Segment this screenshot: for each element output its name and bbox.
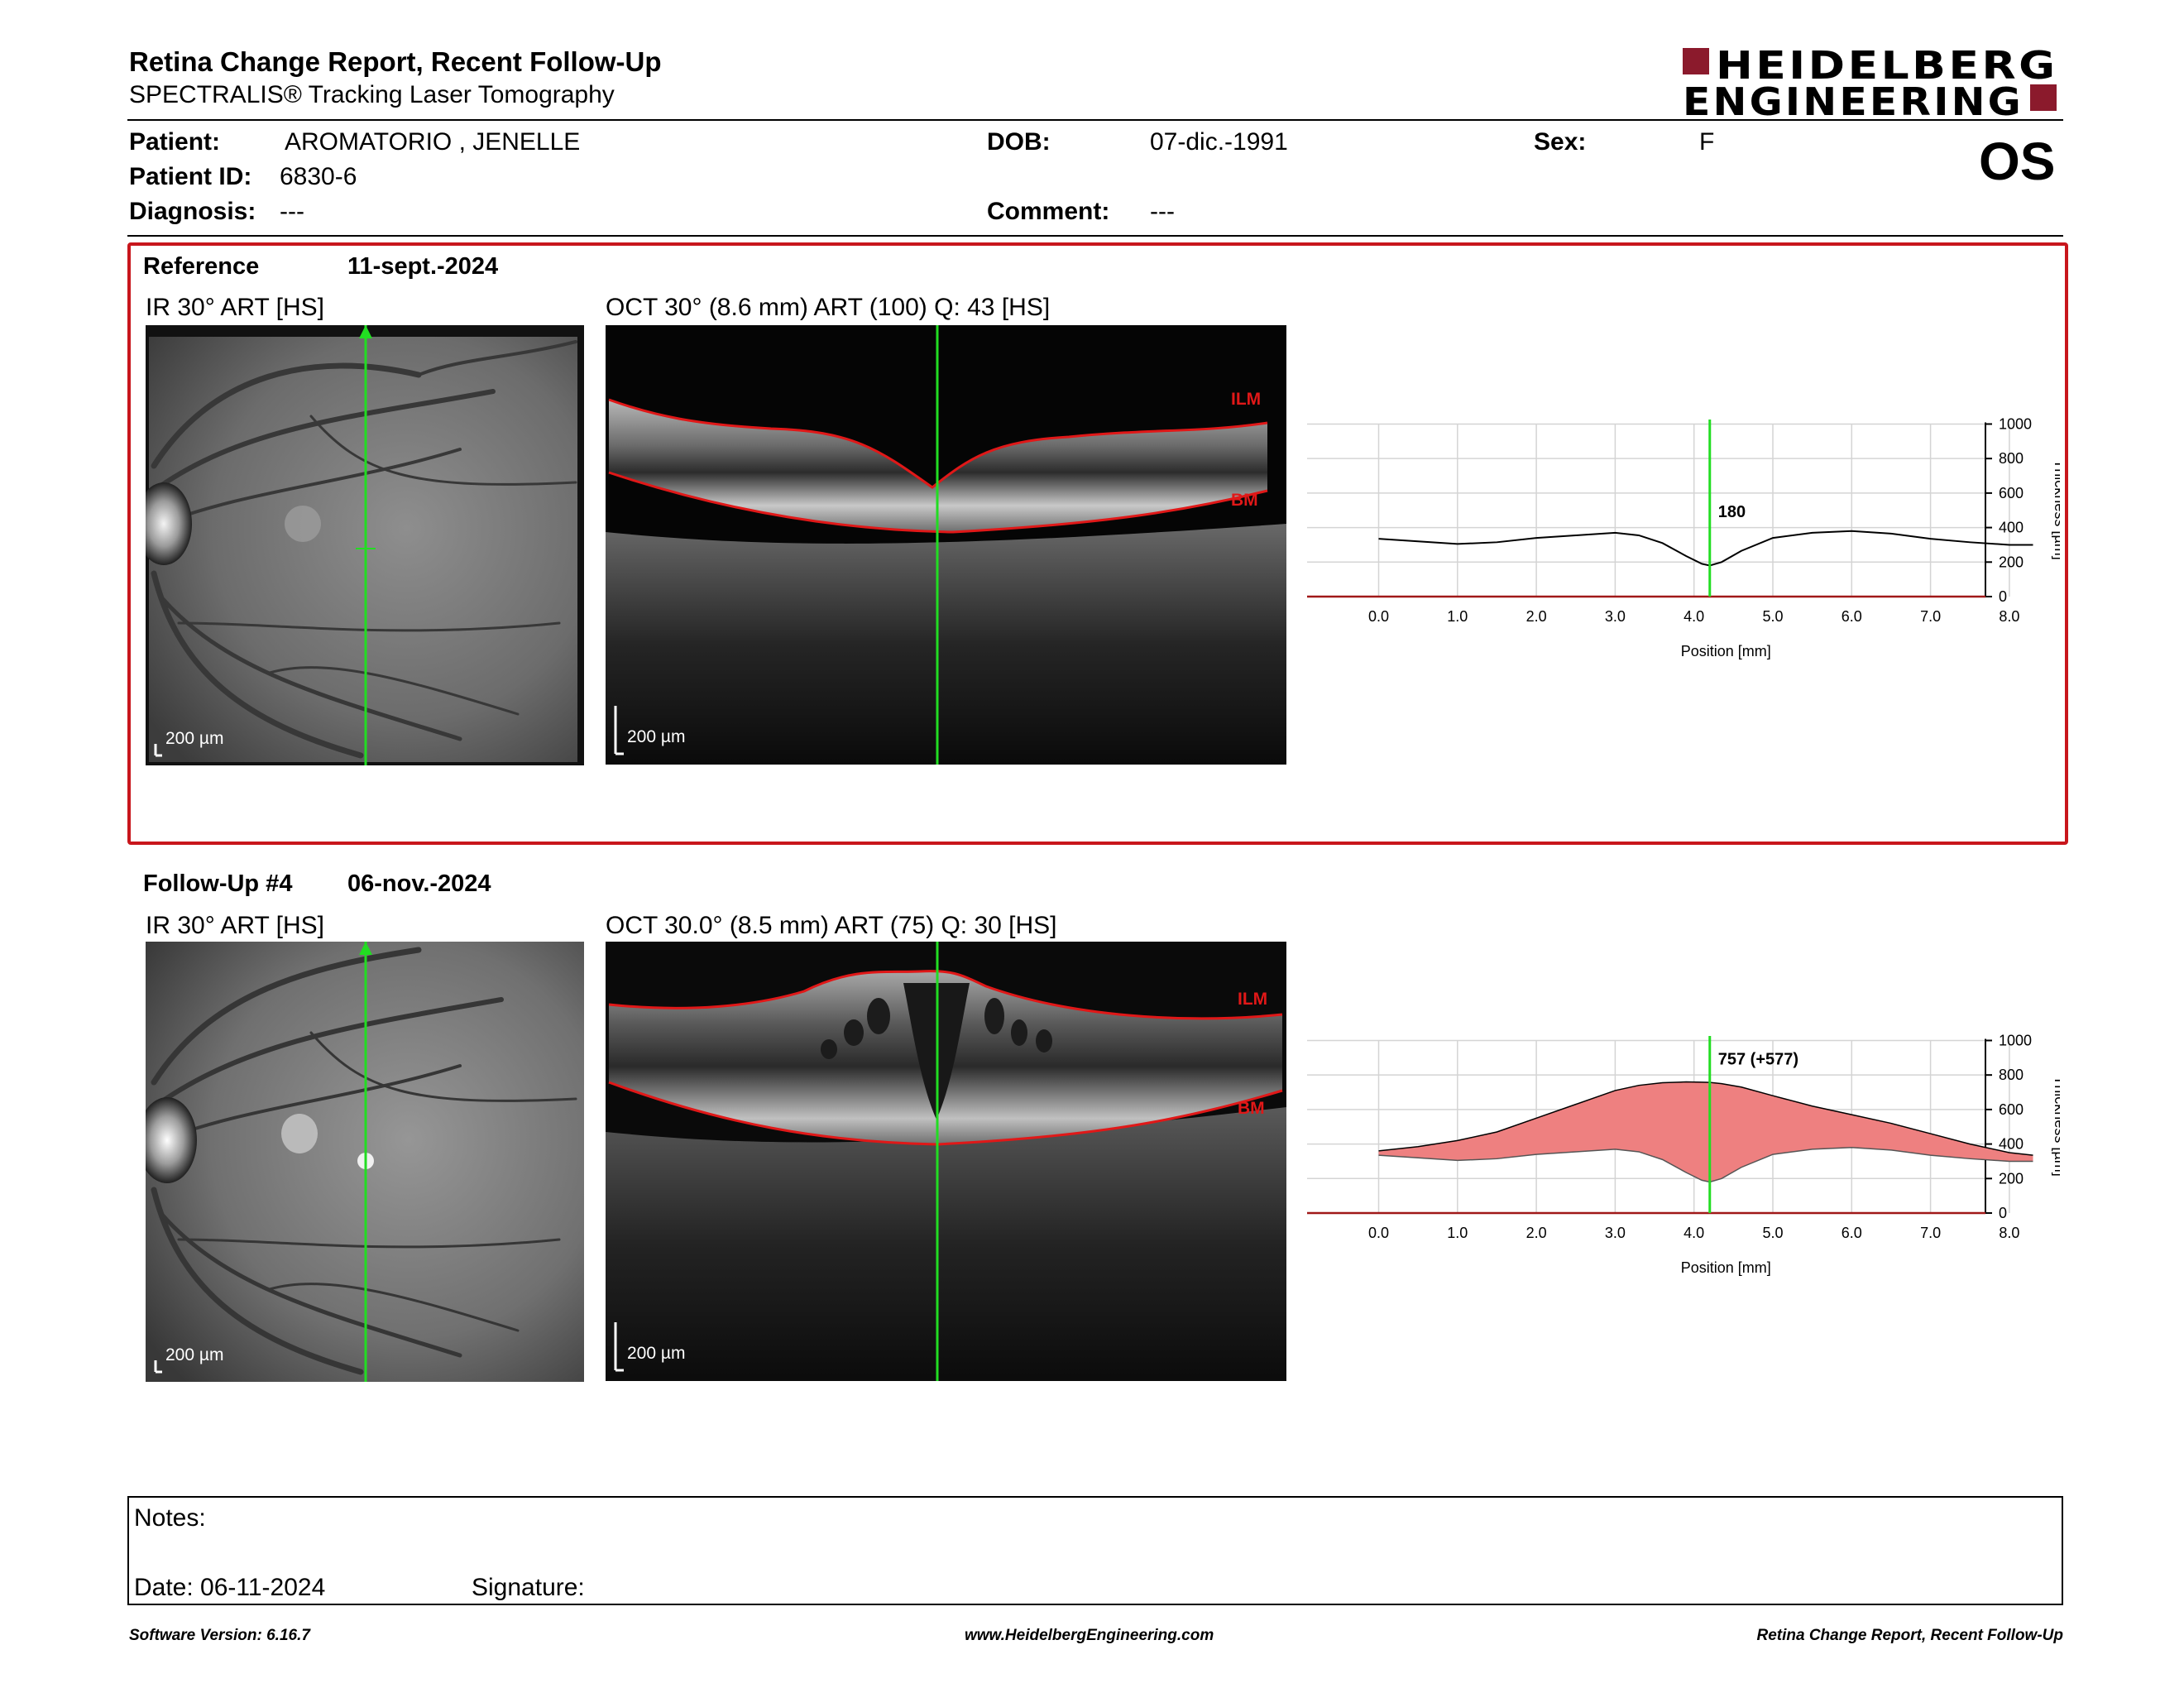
fu-chart-reference-series-line xyxy=(1378,1147,2033,1183)
followup-ir-label: IR 30° ART [HS] xyxy=(146,912,324,939)
fu-chart-x-tick-label: 1.0 xyxy=(1447,1225,1468,1241)
reference-oct-scale-label: 200 µm xyxy=(627,727,686,746)
followup-thickness-chart: 0 200 400 600 800 1000 0.0 1.0 2.0 3.0 4.0 5.0 6.0 7.… xyxy=(1307,1032,2060,1276)
fu-chart-cursor-value-label: 757 (+577) xyxy=(1718,1050,1798,1068)
dob-value: 07-dic.-1991 xyxy=(1150,128,1288,156)
fu-chart-x-tick-label: 7.0 xyxy=(1920,1225,1941,1241)
footer-website-link[interactable]: www.HeidelbergEngineering.com xyxy=(965,1627,1214,1644)
report-title: Retina Change Report, Recent Follow-Up xyxy=(129,46,662,77)
reference-ir-scale-label: 200 µm xyxy=(165,729,224,748)
reference-highlight-box xyxy=(127,242,2068,845)
fu-chart-y-tick-label: 400 xyxy=(1999,1136,2024,1153)
footer-report-name: Retina Change Report, Recent Follow-Up xyxy=(1756,1627,2063,1644)
fu-chart-x-tick-label: 6.0 xyxy=(1842,1225,1862,1241)
heidelberg-logo: HEIDELBERG ENGINEERING xyxy=(1683,43,2060,121)
ref-chart-x-tick-label: 0.0 xyxy=(1368,608,1389,625)
reference-label: Reference xyxy=(143,253,260,280)
ref-chart-x-tick-label: 1.0 xyxy=(1447,608,1468,625)
ref-chart-y-tick-label: 200 xyxy=(1999,554,2024,570)
followup-bm-label: BM xyxy=(1238,1099,1265,1118)
fu-chart-series-line xyxy=(1378,1081,2033,1156)
ref-chart-x-tick-label: 5.0 xyxy=(1762,608,1783,625)
footer-software-version: Software Version: 6.16.7 xyxy=(129,1627,310,1644)
ref-chart-y-axis-label: Thickness [µm] xyxy=(2052,459,2060,559)
fu-chart-x-tick-label: 2.0 xyxy=(1526,1225,1547,1241)
fu-chart-x-tick-label: 4.0 xyxy=(1684,1225,1704,1241)
ref-chart-y-tick-label: 800 xyxy=(1999,450,2024,467)
fu-chart-y-tick-label: 200 xyxy=(1999,1170,2024,1187)
ref-chart-x-tick-label: 6.0 xyxy=(1842,608,1862,625)
sex-label: Sex: xyxy=(1534,128,1587,156)
eye-indicator: OS xyxy=(1979,132,2056,191)
signature-label: Signature: xyxy=(472,1574,585,1601)
fu-chart-difference-area xyxy=(1378,1081,2033,1182)
fu-chart-x-axis-label: Position [mm] xyxy=(1681,1259,1771,1276)
ref-chart-y-tick-label: 0 xyxy=(1999,588,2007,605)
followup-oct-scale-label: 200 µm xyxy=(627,1344,686,1363)
sex-value: F xyxy=(1699,128,1715,156)
ref-chart-x-tick-label: 2.0 xyxy=(1526,608,1547,625)
fu-chart-y-tick-label: 600 xyxy=(1999,1101,2024,1118)
ref-chart-x-tick-label: 8.0 xyxy=(1999,608,2019,625)
dob-label: DOB: xyxy=(987,128,1051,156)
notes-box[interactable]: Notes: Date: 06-11-2024 Signature: xyxy=(127,1496,2063,1605)
ref-chart-x-tick-label: 7.0 xyxy=(1920,608,1941,625)
fu-chart-y-tick-label: 0 xyxy=(1999,1205,2007,1221)
ref-chart-series-line xyxy=(1378,530,2033,567)
diagnosis-label: Diagnosis: xyxy=(129,198,256,225)
fu-chart-x-tick-label: 0.0 xyxy=(1368,1225,1389,1241)
comment-value: --- xyxy=(1150,198,1175,225)
followup-ir-scale-label: 200 µm xyxy=(165,1345,224,1364)
fu-chart-x-tick-label: 8.0 xyxy=(1999,1225,2019,1241)
reference-ir-fundus-image[interactable]: 200 µm xyxy=(146,325,584,765)
ref-chart-cursor-value-label: 180 xyxy=(1718,503,1746,521)
reference-thickness-chart: 0 200 400 600 800 1000 0.0 1.0 2.0 3.0 4.0 5.0 6.0 7.… xyxy=(1307,415,2060,659)
patient-id-label: Patient ID: xyxy=(129,163,252,190)
reference-bm-label: BM xyxy=(1231,491,1258,510)
comment-label: Comment: xyxy=(987,198,1110,225)
patient-divider xyxy=(127,235,2063,237)
device-subtitle: SPECTRALIS® Tracking Laser Tomography xyxy=(129,81,615,108)
header-divider xyxy=(127,119,2063,121)
fu-chart-x-tick-label: 3.0 xyxy=(1605,1225,1626,1241)
reference-ilm-label: ILM xyxy=(1231,390,1262,409)
reference-oct-label: OCT 30° (8.6 mm) ART (100) Q: 43 [HS] xyxy=(606,294,1051,321)
reference-oct-bscan-image[interactable]: ILM BM 200 µm xyxy=(606,325,1286,765)
followup-oct-bscan-image[interactable]: ILM BM 200 µm xyxy=(606,942,1286,1381)
logo-line-1: HEIDELBERG xyxy=(1716,43,2058,88)
patient-id: 6830-6 xyxy=(280,163,357,190)
fu-chart-y-tick-label: 1000 xyxy=(1999,1032,2032,1048)
followup-oct-label: OCT 30.0° (8.5 mm) ART (75) Q: 30 [HS] xyxy=(606,912,1057,939)
ref-chart-x-tick-label: 4.0 xyxy=(1684,608,1704,625)
ref-chart-x-tick-label: 3.0 xyxy=(1605,608,1626,625)
diagnosis-value: --- xyxy=(280,198,304,225)
reference-ir-label: IR 30° ART [HS] xyxy=(146,294,324,321)
followup-date: 06-nov.-2024 xyxy=(347,870,491,897)
followup-ilm-label: ILM xyxy=(1238,990,1268,1009)
reference-date: 11-sept.-2024 xyxy=(347,253,499,280)
patient-label: Patient: xyxy=(129,128,221,156)
patient-name: AROMATORIO , JENELLE xyxy=(285,128,581,156)
notes-label: Notes: xyxy=(134,1504,206,1532)
followup-label: Follow-Up #4 xyxy=(143,870,293,897)
fu-chart-y-axis-label: Thickness [µm] xyxy=(2052,1076,2060,1176)
ref-chart-x-axis-label: Position [mm] xyxy=(1681,643,1771,659)
ref-chart-y-tick-label: 1000 xyxy=(1999,415,2032,432)
fu-chart-x-tick-label: 5.0 xyxy=(1762,1225,1783,1241)
notes-date: Date: 06-11-2024 xyxy=(134,1574,326,1601)
logo-line-2: ENGINEERING xyxy=(1683,79,2024,124)
followup-ir-fundus-image[interactable]: 200 µm xyxy=(146,942,584,1382)
ref-chart-y-tick-label: 400 xyxy=(1999,520,2024,536)
fu-chart-y-tick-label: 800 xyxy=(1999,1067,2024,1083)
ref-chart-y-tick-label: 600 xyxy=(1999,485,2024,501)
